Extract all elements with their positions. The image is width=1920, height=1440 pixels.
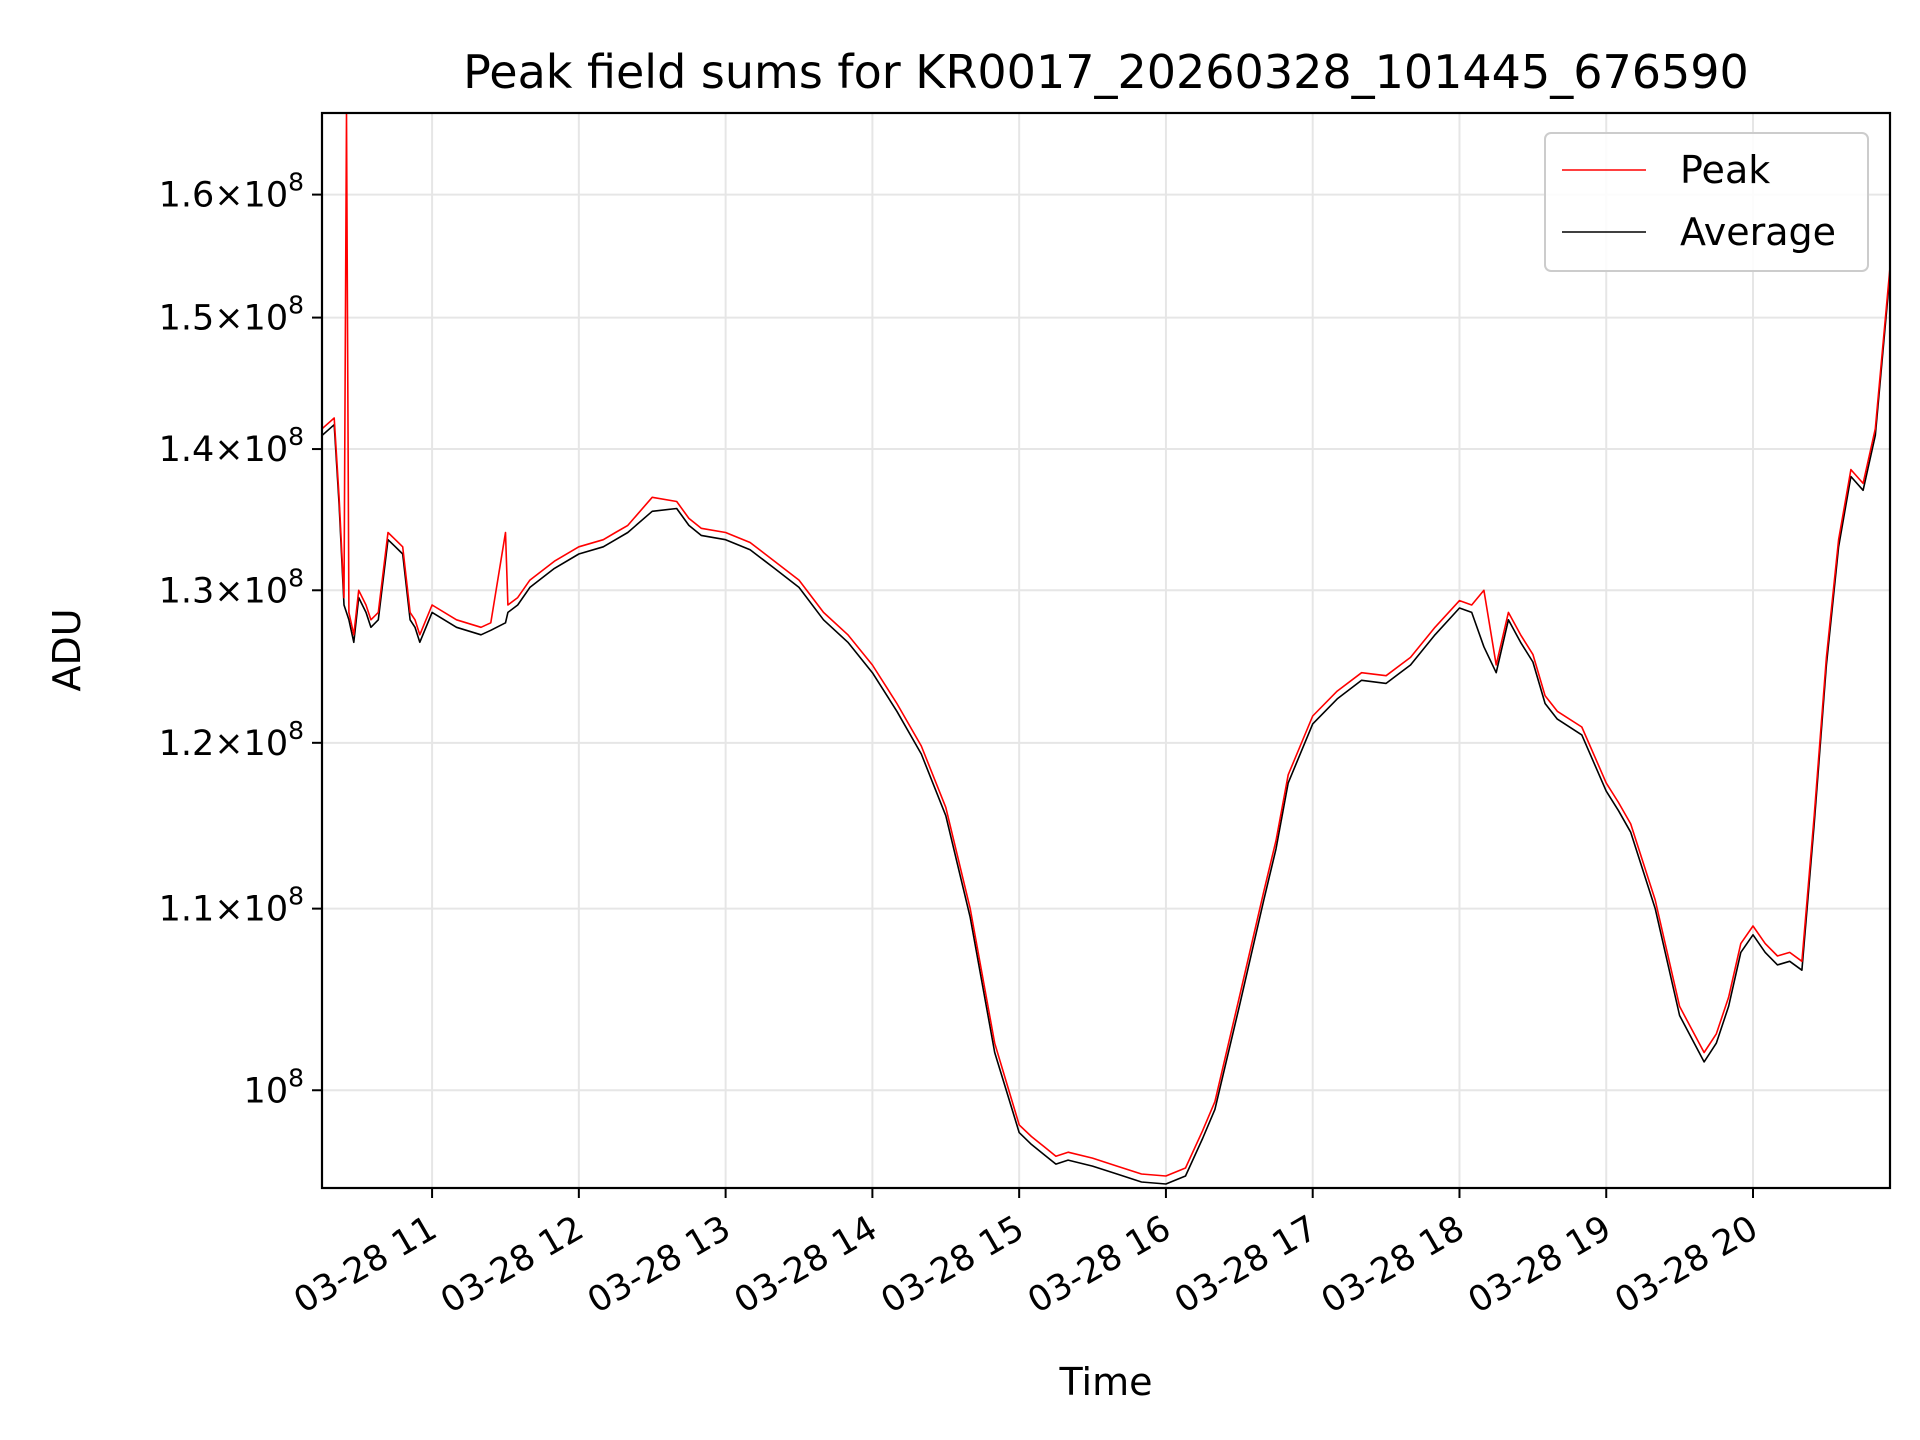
legend-box [1544, 132, 1869, 272]
plot-frame [320, 111, 1892, 1190]
y-tick-label: 1.2×108 [159, 716, 304, 764]
series-line-average [321, 273, 1891, 1185]
chart-title: Peak field sums for KR0017_20260328_1014… [463, 45, 1749, 99]
x-axis-label: Time [1059, 1360, 1153, 1404]
y-tick-label: 1.1×108 [159, 882, 304, 930]
y-tick-label: 1.5×108 [159, 291, 304, 339]
legend-peak-label: Peak [1680, 148, 1770, 192]
series-lines [321, 112, 1891, 1185]
y-tick-label: 1.6×108 [159, 168, 304, 216]
legend-average-label: Average [1680, 210, 1836, 254]
y-tick-label: 108 [244, 1063, 304, 1111]
y-axis-ticks: 108 1.1×108 1.2×108 1.3×108 1.4×108 1.5×108 1.… [159, 168, 322, 1111]
y-tick-label: 1.4×108 [159, 422, 304, 470]
y-tick-label: 1.3×108 [159, 563, 304, 611]
series-line-peak [321, 112, 1891, 1177]
legend: Peak Average [1544, 132, 1869, 272]
y-axis-label: ADU [45, 608, 89, 691]
grid-lines [322, 113, 1890, 1188]
